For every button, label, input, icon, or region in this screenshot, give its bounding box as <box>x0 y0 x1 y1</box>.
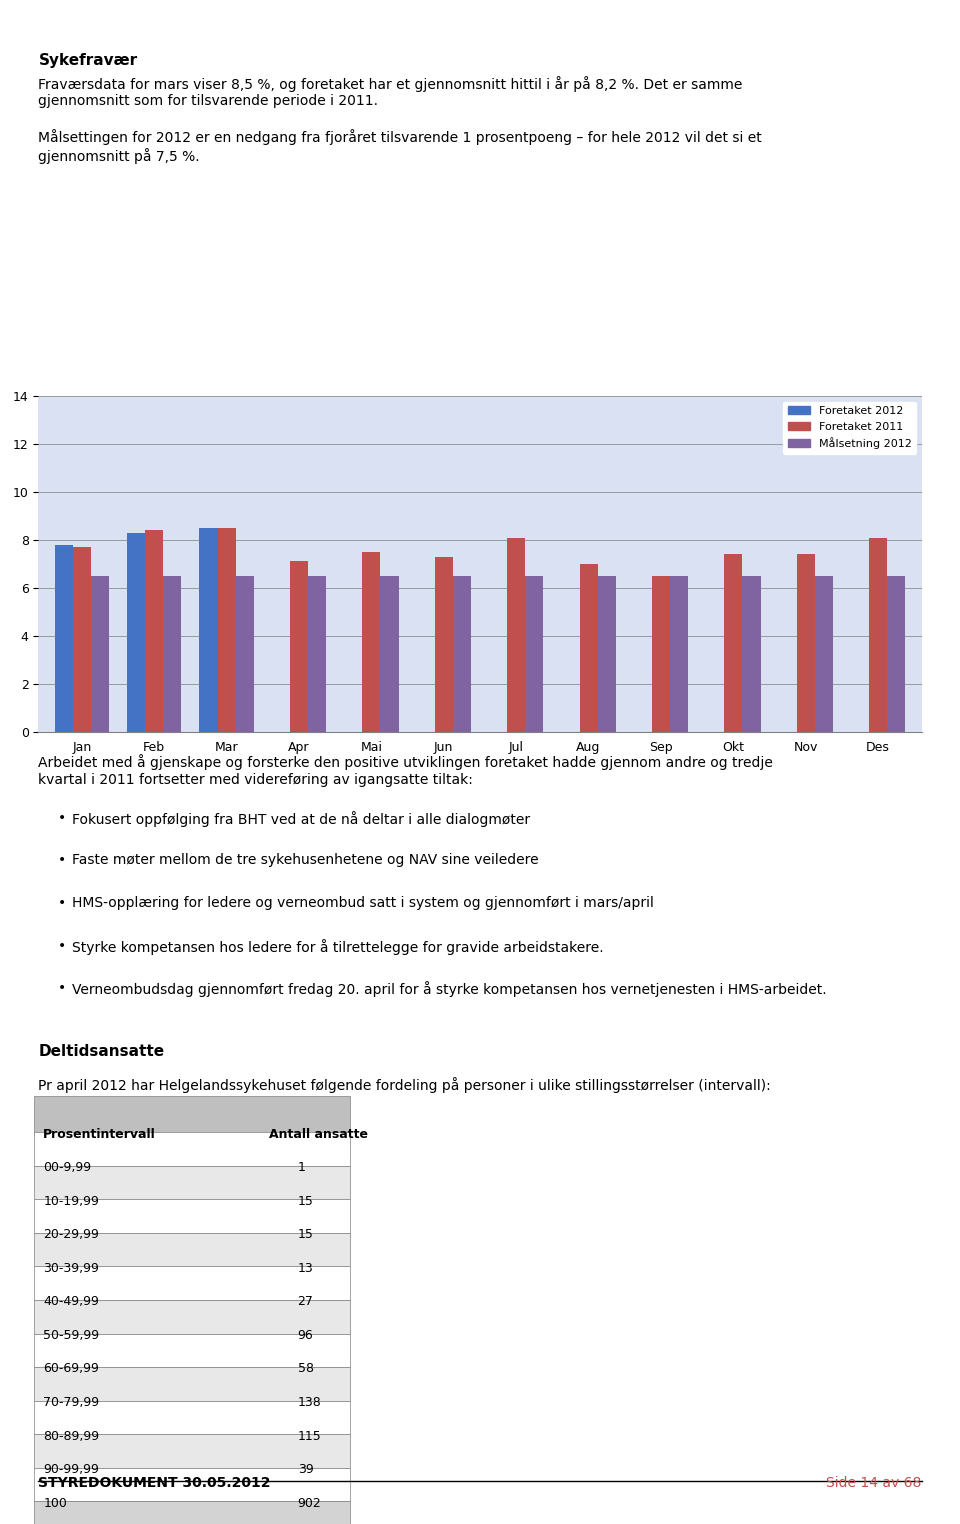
Text: 1: 1 <box>298 1161 305 1175</box>
Text: Deltidsansatte: Deltidsansatte <box>38 1044 164 1059</box>
Text: 39: 39 <box>298 1463 313 1477</box>
Text: Målsettingen for 2012 er en nedgang fra fjoråret tilsvarende 1 prosentpoeng – fo: Målsettingen for 2012 er en nedgang fra … <box>38 130 762 165</box>
Text: 115: 115 <box>298 1430 322 1443</box>
Text: Sykefravær: Sykefravær <box>38 53 137 69</box>
Text: •: • <box>58 939 66 952</box>
Bar <box>815 576 833 732</box>
Legend: Foretaket 2012, Foretaket 2011, Målsetning 2012: Foretaket 2012, Foretaket 2011, Målsetni… <box>783 402 916 454</box>
Bar <box>652 576 670 732</box>
Text: 50-59,99: 50-59,99 <box>43 1329 99 1343</box>
Bar <box>290 561 308 732</box>
Bar <box>725 555 742 732</box>
Bar <box>308 576 326 732</box>
Text: Faste møter mellom de tre sykehusenhetene og NAV sine veiledere: Faste møter mellom de tre sykehusenheten… <box>72 853 539 867</box>
Text: 15: 15 <box>298 1228 314 1242</box>
Text: Prosentintervall: Prosentintervall <box>43 1128 156 1141</box>
Bar <box>797 555 815 732</box>
Text: •: • <box>58 811 66 824</box>
Bar <box>235 576 253 732</box>
Text: 30-39,99: 30-39,99 <box>43 1262 99 1276</box>
Bar <box>127 533 145 732</box>
Text: 80-89,99: 80-89,99 <box>43 1430 99 1443</box>
Text: 70-79,99: 70-79,99 <box>43 1396 99 1410</box>
Text: STYREDOKUMENT 30.05.2012: STYREDOKUMENT 30.05.2012 <box>38 1477 271 1490</box>
Text: Fraværsdata for mars viser 8,5 %, og foretaket har et gjennomsnitt hittil i år p: Fraværsdata for mars viser 8,5 %, og for… <box>38 76 743 108</box>
Text: •: • <box>58 896 66 910</box>
Text: 60-69,99: 60-69,99 <box>43 1362 99 1376</box>
Text: 58: 58 <box>298 1362 314 1376</box>
Text: 27: 27 <box>298 1295 314 1309</box>
Text: 13: 13 <box>298 1262 313 1276</box>
Text: 20-29,99: 20-29,99 <box>43 1228 99 1242</box>
Text: 00-9,99: 00-9,99 <box>43 1161 91 1175</box>
Bar <box>145 530 163 732</box>
Text: Side 14 av 68: Side 14 av 68 <box>827 1477 922 1490</box>
Text: •: • <box>58 981 66 995</box>
Bar <box>163 576 181 732</box>
Text: Verneombudsdag gjennomført fredag 20. april for å styrke kompetansen hos vernetj: Verneombudsdag gjennomført fredag 20. ap… <box>72 981 827 997</box>
Bar <box>453 576 471 732</box>
Bar <box>380 576 398 732</box>
Text: 100: 100 <box>43 1497 67 1510</box>
Text: Fokusert oppfølging fra BHT ved at de nå deltar i alle dialogmøter: Fokusert oppfølging fra BHT ved at de nå… <box>72 811 530 826</box>
Bar <box>670 576 688 732</box>
Text: Pr april 2012 har Helgelandssykehuset følgende fordeling på personer i ulike sti: Pr april 2012 har Helgelandssykehuset fø… <box>38 1077 771 1093</box>
Text: Styrke kompetansen hos ledere for å tilrettelegge for gravide arbeidstakere.: Styrke kompetansen hos ledere for å tilr… <box>72 939 604 954</box>
Text: 15: 15 <box>298 1195 314 1209</box>
Bar <box>887 576 905 732</box>
Text: Antall ansatte: Antall ansatte <box>269 1128 368 1141</box>
Bar <box>507 538 525 732</box>
Bar <box>362 552 380 732</box>
Text: HMS-opplæring for ledere og verneombud satt i system og gjennomført i mars/april: HMS-opplæring for ledere og verneombud s… <box>72 896 654 910</box>
Text: •: • <box>58 853 66 867</box>
Bar <box>55 544 73 732</box>
Bar <box>435 556 453 732</box>
Text: Arbeidet med å gjenskape og forsterke den positive utviklingen foretaket hadde g: Arbeidet med å gjenskape og forsterke de… <box>38 754 773 786</box>
Text: 40-49,99: 40-49,99 <box>43 1295 99 1309</box>
Text: 902: 902 <box>298 1497 322 1510</box>
Bar <box>580 564 598 732</box>
Bar <box>200 527 218 732</box>
Text: 138: 138 <box>298 1396 322 1410</box>
Bar <box>91 576 109 732</box>
Text: 96: 96 <box>298 1329 313 1343</box>
Bar <box>598 576 615 732</box>
Bar <box>869 538 887 732</box>
Text: 90-99,99: 90-99,99 <box>43 1463 99 1477</box>
Bar <box>218 527 235 732</box>
Text: 10-19,99: 10-19,99 <box>43 1195 99 1209</box>
Bar <box>73 547 91 732</box>
Bar <box>525 576 543 732</box>
Bar <box>742 576 760 732</box>
